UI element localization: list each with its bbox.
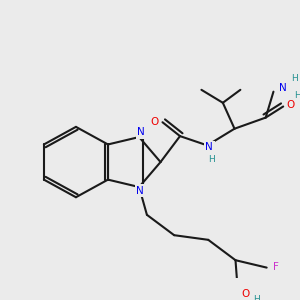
Text: O: O [241,289,249,298]
Text: N: N [279,83,287,93]
Text: H: H [254,295,260,300]
Text: O: O [287,100,295,110]
Text: H: H [208,155,214,164]
Text: H: H [294,91,300,100]
Text: O: O [151,117,159,127]
Text: N: N [137,128,145,137]
Text: N: N [136,186,144,196]
Text: F: F [273,262,279,272]
Text: H: H [292,74,298,83]
Text: N: N [205,142,213,152]
